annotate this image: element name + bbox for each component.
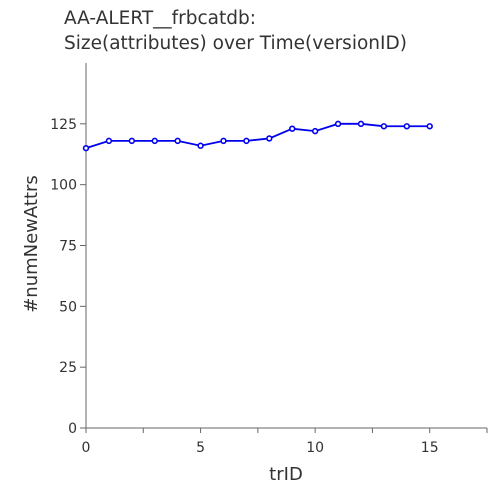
data-point — [426, 123, 433, 130]
axes — [85, 63, 487, 429]
y-tick-label: 50 — [59, 299, 77, 315]
x-axis-label: trID — [269, 464, 303, 485]
data-point — [174, 137, 181, 145]
x-tick-label: 5 — [196, 440, 205, 456]
series-group — [82, 120, 433, 152]
y-tick-label: 100 — [50, 178, 77, 194]
y-tick-label: 25 — [59, 360, 77, 376]
data-point — [151, 137, 158, 145]
data-point — [334, 120, 342, 128]
data-point — [128, 137, 136, 145]
data-point — [380, 123, 388, 130]
chart-title-line-1: AA-ALERT__frbcatdb: — [64, 8, 256, 29]
data-point — [311, 127, 319, 135]
x-tick-label: 15 — [421, 440, 439, 456]
data-point — [357, 120, 365, 128]
ticks: 0 5 10 15 0 25 50 75 100 125 — [50, 117, 488, 456]
data-point — [105, 137, 113, 145]
data-point — [403, 123, 410, 130]
series-line — [85, 122, 430, 150]
x-tick-label: 10 — [306, 440, 324, 456]
data-point — [197, 142, 204, 149]
data-point — [289, 125, 296, 132]
chart-title: AA-ALERT__frbcatdb: Size(attributes) ove… — [64, 6, 407, 56]
y-axis-label: #numNewAttrs — [21, 175, 42, 313]
chart-title-line-2: Size(attributes) over Time(versionID) — [64, 33, 407, 54]
y-tick-label: 75 — [59, 239, 77, 255]
y-tick-label: 125 — [50, 117, 77, 133]
x-tick-label: 0 — [82, 440, 91, 456]
data-point — [220, 137, 227, 145]
data-point — [243, 137, 250, 145]
y-tick-label: 0 — [68, 421, 77, 437]
data-point — [82, 144, 90, 152]
data-point — [266, 135, 273, 142]
